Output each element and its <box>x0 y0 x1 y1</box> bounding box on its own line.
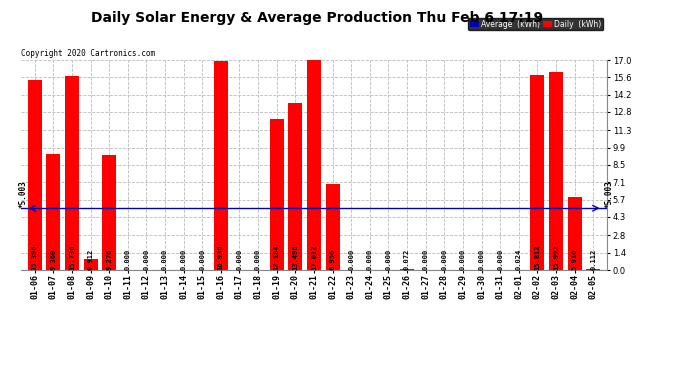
Text: 16.936: 16.936 <box>218 244 224 270</box>
Legend: Average  (kWh), Daily  (kWh): Average (kWh), Daily (kWh) <box>468 18 603 30</box>
Text: 0.000: 0.000 <box>162 249 168 270</box>
Text: 0.000: 0.000 <box>348 249 354 270</box>
Text: 0.024: 0.024 <box>515 249 522 270</box>
Text: 0.000: 0.000 <box>255 249 261 270</box>
Text: 0.072: 0.072 <box>404 249 410 270</box>
Bar <box>214 61 228 270</box>
Bar <box>83 259 97 270</box>
Text: 6.956: 6.956 <box>330 249 335 270</box>
Text: Copyright 2020 Cartronics.com: Copyright 2020 Cartronics.com <box>21 49 155 58</box>
Text: 0.000: 0.000 <box>497 249 503 270</box>
Text: 0.000: 0.000 <box>125 249 131 270</box>
Text: 5.916: 5.916 <box>571 249 578 270</box>
Text: *5.003: *5.003 <box>604 180 613 208</box>
Text: 0.000: 0.000 <box>442 249 447 270</box>
Text: 9.276: 9.276 <box>106 249 112 270</box>
Bar <box>288 103 302 270</box>
Text: 15.992: 15.992 <box>553 244 559 270</box>
Text: 0.112: 0.112 <box>590 249 596 270</box>
Text: 0.000: 0.000 <box>423 249 428 270</box>
Bar <box>549 72 563 270</box>
Bar <box>270 120 284 270</box>
Bar <box>400 269 414 270</box>
Text: 13.496: 13.496 <box>293 244 298 270</box>
Text: 0.000: 0.000 <box>479 249 484 270</box>
Bar <box>46 154 60 270</box>
Text: Daily Solar Energy & Average Production Thu Feb 6 17:19: Daily Solar Energy & Average Production … <box>91 11 544 25</box>
Text: 0.000: 0.000 <box>181 249 186 270</box>
Text: 0.000: 0.000 <box>386 249 391 270</box>
Text: 9.360: 9.360 <box>50 249 57 270</box>
Text: 15.812: 15.812 <box>534 244 540 270</box>
Text: 0.000: 0.000 <box>144 249 149 270</box>
Bar <box>326 184 339 270</box>
Text: 0.000: 0.000 <box>367 249 373 270</box>
Text: 0.912: 0.912 <box>88 249 94 270</box>
Text: 15.736: 15.736 <box>69 244 75 270</box>
Bar <box>531 75 544 270</box>
Bar <box>102 155 116 270</box>
Text: 12.184: 12.184 <box>274 244 279 270</box>
Text: 17.012: 17.012 <box>311 244 317 270</box>
Text: 0.000: 0.000 <box>199 249 205 270</box>
Text: 15.396: 15.396 <box>32 244 38 270</box>
Text: 0.000: 0.000 <box>460 249 466 270</box>
Bar <box>586 268 600 270</box>
Bar <box>65 76 79 270</box>
Bar <box>28 80 41 270</box>
Bar <box>307 60 321 270</box>
Text: *5.003: *5.003 <box>19 180 28 208</box>
Text: 0.000: 0.000 <box>237 249 242 270</box>
Bar <box>568 197 582 270</box>
